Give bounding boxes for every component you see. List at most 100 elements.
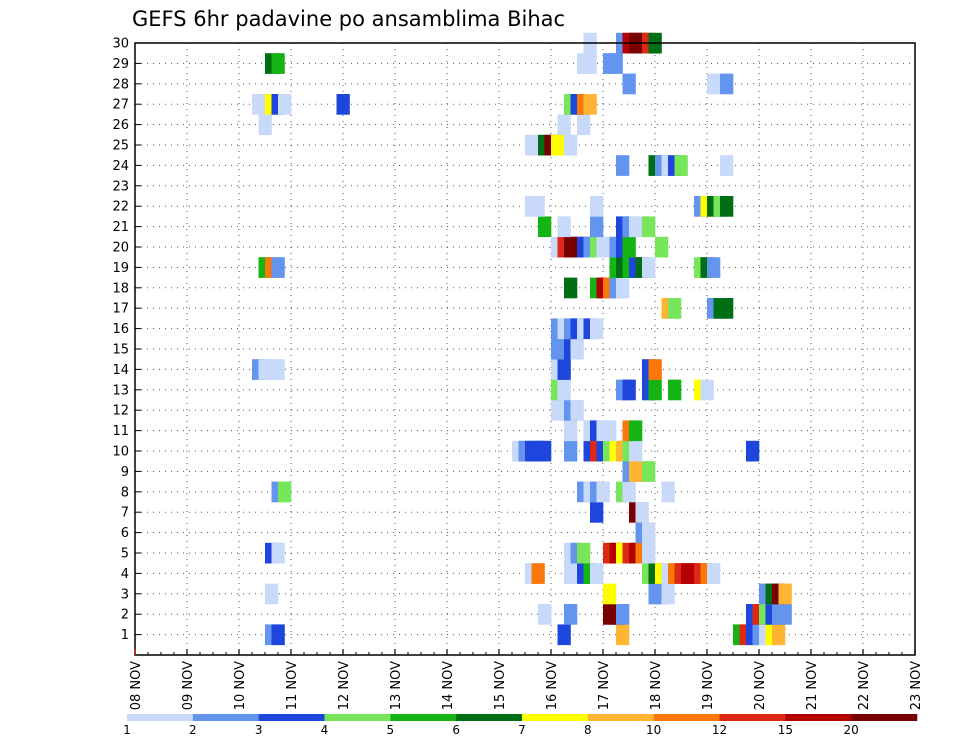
heatmap-cell	[551, 134, 565, 156]
y-tick-label: 1	[121, 628, 129, 643]
colorbar-swatch	[785, 714, 852, 721]
heatmap-cell	[557, 114, 571, 136]
colorbar-swatch	[390, 714, 457, 721]
y-tick-label: 24	[112, 159, 129, 174]
heatmap-cell	[616, 277, 630, 299]
y-tick-label: 26	[112, 118, 129, 133]
y-tick-label: 12	[112, 404, 129, 419]
colorbar-label: 12	[712, 723, 727, 737]
heatmap-cell	[278, 481, 292, 503]
heatmap-cell	[531, 196, 545, 217]
heatmap-cell	[583, 53, 597, 74]
heatmap-cell	[538, 440, 552, 462]
y-tick-label: 6	[121, 526, 129, 541]
x-tick-label: 21 NOV	[805, 661, 820, 710]
colorbar: 1 2 3 4 5 6 7 8 10 12 15 20	[123, 714, 918, 737]
heatmap-cell	[629, 420, 643, 442]
heatmap-cell	[271, 359, 285, 380]
y-tick-label: 17	[112, 302, 129, 317]
heatmap-cell	[655, 236, 669, 258]
y-tick-label: 10	[112, 445, 129, 460]
y-tick-label: 29	[112, 57, 129, 72]
heatmap-cell	[271, 257, 285, 278]
x-tick-label: 13 NOV	[389, 661, 404, 710]
heatmap-cell	[564, 277, 578, 299]
heatmap-cell	[557, 379, 571, 401]
heatmap-cell	[265, 583, 279, 605]
heatmap-cell	[603, 583, 617, 605]
heatmap-cell	[525, 134, 539, 156]
heatmap-cell	[642, 542, 656, 564]
x-tick-label: 23 NOV	[909, 661, 924, 710]
y-tick-label: 25	[112, 139, 129, 154]
colorbar-label: 20	[844, 723, 859, 737]
heatmap-cell	[720, 298, 734, 319]
heatmap-cell	[720, 196, 734, 217]
heatmap-cell	[616, 624, 630, 646]
colorbar-label: 6	[452, 723, 460, 737]
heatmap-cell	[622, 236, 636, 258]
colorbar-swatch	[258, 714, 325, 721]
colorbar-label: 7	[518, 723, 526, 737]
x-axis: 08 NOV 09 NOV 10 NOV 11 NOV 12 NOV 13 NOV 14 N…	[129, 649, 924, 710]
colorbar-swatch	[522, 714, 589, 721]
x-tick-label: 10 NOV	[233, 661, 248, 710]
heatmap-cell	[258, 114, 272, 136]
heatmap-cell	[616, 155, 630, 176]
colorbar-swatch	[851, 714, 918, 721]
colorbar-swatch	[456, 714, 523, 721]
heatmap-cell	[583, 94, 597, 115]
colorbar-swatch	[587, 714, 654, 721]
heatmap-cells	[252, 32, 792, 646]
y-tick-label: 9	[121, 465, 129, 480]
heatmap-cell	[271, 542, 285, 564]
heatmap-cell	[720, 73, 734, 95]
x-tick-label: 18 NOV	[649, 661, 664, 710]
heatmap-cell	[648, 359, 662, 380]
y-tick-label: 20	[112, 241, 129, 256]
heatmap-cell	[629, 440, 643, 462]
heatmap-cell	[336, 94, 350, 115]
heatmap-cell	[616, 604, 630, 625]
heatmap-cell	[609, 53, 623, 74]
y-tick-label: 5	[121, 547, 129, 562]
heatmap-cell	[538, 604, 552, 625]
heatmap-cell	[603, 420, 617, 442]
y-tick-label: 21	[112, 220, 129, 235]
heatmap-cell	[538, 216, 552, 238]
y-tick-label: 11	[112, 424, 129, 439]
x-tick-label: 17 NOV	[597, 661, 612, 710]
x-tick-label: 12 NOV	[337, 661, 352, 710]
heatmap-cell	[778, 583, 792, 605]
heatmap-cell	[577, 542, 591, 564]
heatmap-cell	[642, 257, 656, 278]
y-tick-label: 8	[121, 485, 129, 500]
y-tick-label: 28	[112, 77, 129, 92]
heatmap-cell	[590, 502, 604, 523]
colorbar-label: 3	[255, 723, 263, 737]
heatmap-cell	[570, 400, 584, 421]
y-tick-label: 3	[121, 587, 129, 602]
colorbar-label: 8	[584, 723, 592, 737]
heatmap-cell	[778, 604, 792, 625]
colorbar-label: 2	[189, 723, 197, 737]
colorbar-label: 4	[321, 723, 329, 737]
colorbar-swatch	[324, 714, 391, 721]
heatmap-cell	[557, 359, 571, 380]
colorbar-swatch	[719, 714, 786, 721]
x-tick-label: 15 NOV	[493, 661, 508, 710]
heatmap-cell	[590, 563, 604, 584]
heatmap-cell	[564, 604, 578, 625]
heatmap-cell	[720, 155, 734, 176]
colorbar-swatch	[127, 714, 194, 721]
y-tick-label: 22	[112, 200, 129, 215]
y-tick-label: 18	[112, 281, 129, 296]
colorbar-label: 1	[123, 723, 131, 737]
heatmap-cell	[271, 624, 285, 646]
heatmap-cell	[564, 134, 578, 156]
heatmap-cell	[570, 338, 584, 360]
heatmap-cell	[707, 257, 721, 278]
y-tick-label: 27	[112, 98, 129, 113]
heatmap-cell	[557, 216, 571, 238]
